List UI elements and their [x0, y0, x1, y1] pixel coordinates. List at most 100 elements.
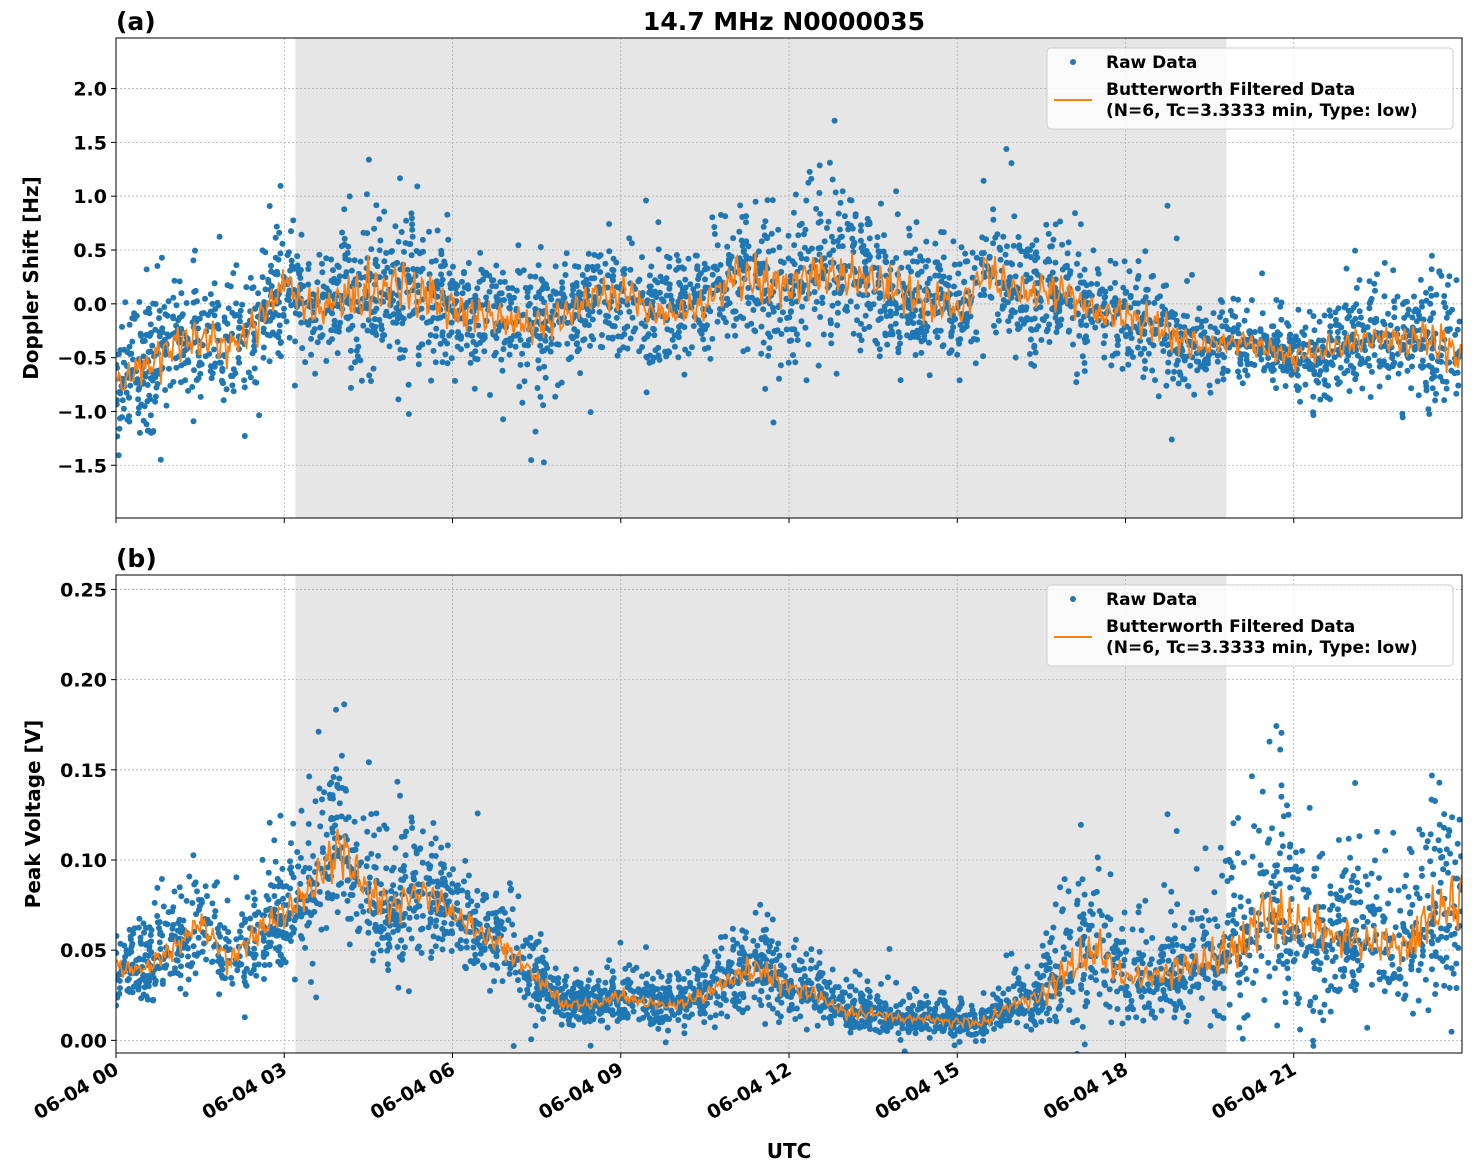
raw-point	[1401, 299, 1408, 306]
raw-point	[808, 175, 815, 182]
raw-point	[532, 273, 539, 280]
raw-point	[1120, 284, 1127, 291]
raw-point	[540, 459, 547, 466]
raw-point	[695, 317, 702, 324]
raw-point	[1012, 273, 1019, 280]
raw-point	[776, 244, 783, 251]
raw-point	[923, 238, 930, 245]
raw-point	[565, 356, 572, 363]
raw-point	[906, 232, 913, 239]
raw-point	[277, 182, 284, 189]
raw-point	[1277, 303, 1284, 310]
raw-point	[1236, 1024, 1243, 1031]
raw-point	[268, 882, 274, 889]
raw-point	[1219, 309, 1226, 316]
raw-point	[176, 884, 183, 891]
raw-point	[125, 394, 132, 401]
raw-point	[1138, 993, 1145, 1000]
raw-point	[1149, 935, 1156, 941]
raw-point	[486, 288, 493, 295]
raw-point	[1176, 369, 1183, 376]
raw-point	[549, 308, 556, 315]
raw-point	[1230, 295, 1237, 302]
raw-point	[609, 334, 616, 341]
raw-point	[446, 332, 453, 339]
raw-point	[816, 190, 823, 196]
raw-point	[1368, 981, 1375, 988]
raw-point	[1093, 932, 1100, 939]
raw-point	[762, 385, 769, 392]
raw-point	[690, 286, 697, 293]
raw-point	[1367, 907, 1374, 914]
raw-point	[450, 866, 456, 873]
raw-point	[920, 328, 927, 335]
raw-point	[958, 244, 965, 251]
raw-point	[745, 300, 752, 307]
raw-point	[1445, 869, 1451, 876]
raw-point	[439, 926, 446, 932]
raw-point	[537, 931, 544, 937]
raw-point	[335, 328, 342, 335]
raw-point	[176, 314, 183, 321]
raw-point	[271, 270, 278, 277]
raw-point	[805, 248, 812, 255]
raw-point	[135, 404, 142, 411]
raw-point	[448, 319, 455, 326]
raw-point	[830, 247, 837, 254]
raw-point	[1016, 245, 1023, 251]
raw-point	[171, 277, 178, 284]
raw-point	[1403, 872, 1410, 879]
raw-point	[148, 330, 154, 336]
raw-point	[881, 307, 888, 314]
raw-point	[910, 258, 916, 265]
raw-point	[599, 344, 606, 351]
raw-point	[606, 221, 613, 227]
raw-point	[951, 283, 957, 290]
raw-point	[1035, 323, 1042, 330]
raw-point	[544, 995, 551, 1002]
raw-point	[130, 356, 136, 363]
raw-point	[190, 852, 197, 859]
raw-point	[1073, 379, 1080, 386]
raw-point	[834, 322, 841, 329]
raw-point	[273, 223, 280, 230]
raw-point	[1052, 221, 1059, 228]
raw-point	[573, 283, 580, 290]
raw-point	[1151, 300, 1158, 306]
raw-point	[154, 263, 161, 269]
raw-point	[893, 188, 900, 195]
raw-point	[233, 874, 240, 881]
raw-point	[432, 943, 439, 950]
raw-point	[589, 316, 596, 323]
raw-point	[429, 878, 436, 885]
raw-point	[475, 935, 482, 942]
raw-point	[239, 301, 246, 308]
raw-point	[497, 279, 504, 285]
raw-point	[916, 319, 923, 326]
raw-point	[1173, 828, 1180, 834]
raw-point	[170, 315, 177, 322]
raw-point	[499, 367, 506, 374]
raw-point	[1416, 315, 1423, 322]
raw-point	[143, 266, 150, 273]
raw-point	[1130, 354, 1136, 360]
raw-point	[363, 191, 370, 198]
raw-point	[827, 317, 834, 324]
raw-point	[243, 284, 250, 291]
raw-point	[758, 238, 765, 245]
raw-point	[1259, 270, 1266, 277]
raw-point	[371, 225, 378, 232]
raw-point	[866, 235, 873, 242]
raw-point	[372, 256, 379, 263]
raw-point	[934, 334, 941, 341]
raw-point	[1451, 370, 1458, 377]
raw-point	[1422, 976, 1429, 983]
raw-point	[348, 365, 355, 371]
raw-point	[838, 287, 845, 293]
raw-point	[305, 261, 312, 267]
raw-point	[236, 359, 243, 366]
raw-point	[128, 350, 135, 357]
raw-point	[635, 278, 642, 285]
raw-point	[876, 353, 883, 360]
raw-point	[687, 281, 694, 288]
